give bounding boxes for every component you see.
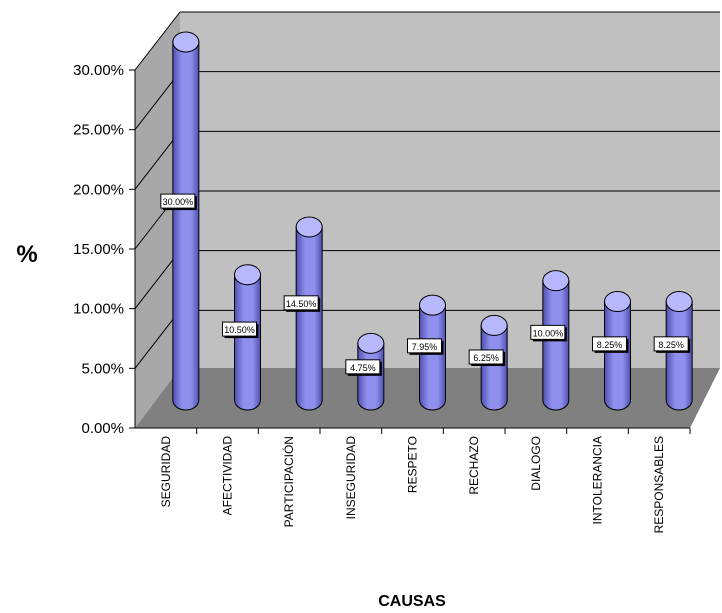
bar-body [480,324,508,411]
bar: 14.50% [283,216,323,411]
data-label-box [222,321,257,337]
bar-top [604,291,631,313]
data-label-box [160,193,196,209]
y-tick-label: 0.00% [81,420,124,437]
y-tick-label: 30.00% [73,62,124,79]
bar-body [604,301,631,411]
category-label: SEGURIDAD [159,436,173,508]
category-label: INTOLERANCIA [591,436,605,524]
bar-top [234,264,261,286]
data-label: 8.25% [658,340,684,350]
side-gridline [134,11,181,71]
data-label: 4.75% [350,363,376,373]
x-axis-label: CAUSAS [378,593,446,610]
bar-top [295,216,323,238]
data-label-box [530,324,566,340]
bar: 6.25% [468,314,508,411]
bar-body [419,304,446,411]
bar: 8.25% [653,291,693,411]
data-label-box [592,336,627,352]
bar-body [172,41,200,411]
category-label: RESPETO [406,436,420,493]
category-label: RECHAZO [467,436,481,495]
bar-body [542,280,570,411]
data-label-box [653,336,689,352]
bar-top [419,294,446,316]
y-tick-label: 5.00% [81,360,124,377]
bar-top [172,31,200,53]
bar-body [234,274,261,411]
category-label: DIALOGO [529,436,543,491]
bar: 10.50% [222,264,261,411]
category-label: RESPONSABLES [652,436,666,533]
data-label-box [283,295,319,311]
y-axis-label: % [16,241,37,268]
bar: 7.95% [407,294,446,411]
y-tick-label: 15.00% [73,241,124,258]
bar-top [665,291,693,313]
y-tick-label: 25.00% [73,122,124,139]
data-label: 10.50% [224,325,255,335]
bar: 10.00% [530,270,570,411]
data-label: 30.00% [163,197,194,207]
bar: 30.00% [160,31,200,411]
bar-top [357,332,385,354]
data-label-box [468,349,504,365]
data-label: 7.95% [412,342,438,352]
y-tick-label: 20.00% [73,181,124,198]
bar-top [542,270,570,292]
bar-body [295,226,323,411]
bar-body [665,301,693,411]
data-label: 14.50% [286,299,317,309]
y-tick-label: 10.00% [73,301,124,318]
data-label-box [407,338,442,354]
bar-top [480,314,508,336]
data-label: 6.25% [473,353,499,363]
category-label: PARTICIPACIÓN [281,436,296,527]
data-label: 10.00% [533,328,564,338]
data-label: 8.25% [597,340,623,350]
data-label-box [345,359,381,375]
category-label: AFECTIVIDAD [221,436,235,516]
bar: 4.75% [345,332,385,411]
bar: 8.25% [592,291,631,411]
category-label: INSEGURIDAD [344,436,358,520]
